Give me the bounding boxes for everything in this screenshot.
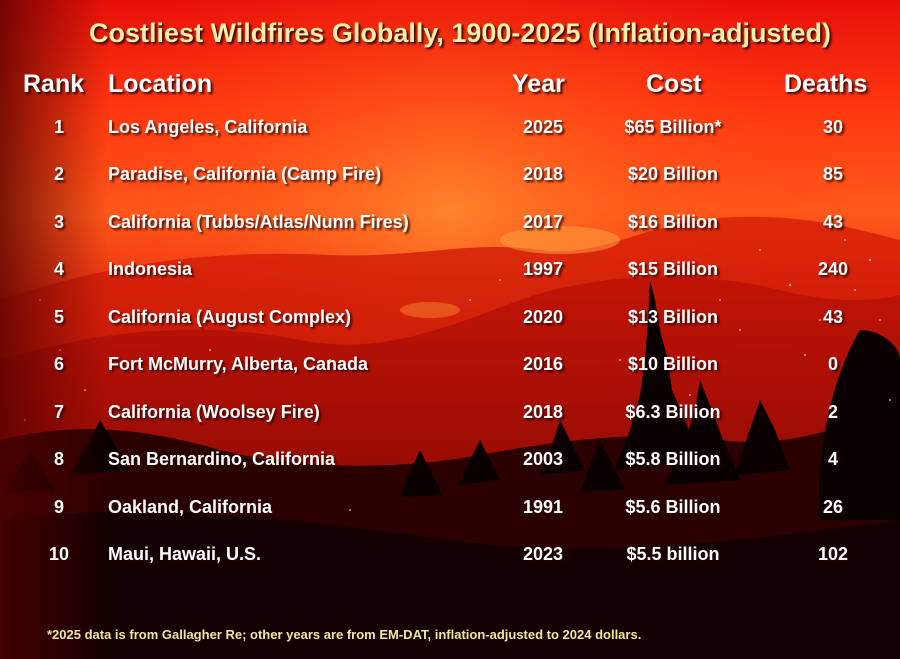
deaths-cell: 102	[817, 544, 849, 564]
cost-cell: $15 Billion	[627, 259, 719, 279]
year-cell: 2017	[522, 212, 564, 232]
deaths-cell: 85	[822, 164, 844, 184]
column-header-location: Location	[108, 70, 213, 98]
rank-cell: 7	[53, 402, 64, 422]
cost-cell: $5.6 Billion	[625, 497, 721, 517]
year-cell: 2003	[522, 449, 564, 469]
year-cell: 2020	[522, 307, 564, 327]
location-cell: Indonesia	[108, 259, 193, 279]
table-row: 2 Paradise, California (Camp Fire) 2018 …	[0, 164, 900, 194]
deaths-cell: 43	[822, 212, 844, 232]
table-row: 9 Oakland, California 1991 $5.6 Billion …	[0, 497, 900, 527]
cost-cell: $65 Billion*	[624, 117, 722, 137]
location-cell: California (August Complex)	[108, 307, 352, 327]
rank-cell: 5	[53, 307, 64, 327]
cost-cell: $6.3 Billion	[625, 402, 721, 422]
table-row: 1 Los Angeles, California 2025 $65 Billi…	[0, 117, 900, 147]
deaths-cell: 26	[822, 497, 844, 517]
rank-cell: 2	[53, 164, 64, 184]
location-cell: Oakland, California	[108, 497, 273, 517]
rank-cell: 4	[53, 259, 64, 279]
deaths-cell: 43	[822, 307, 844, 327]
rank-cell: 3	[53, 212, 64, 232]
year-cell: 2018	[522, 164, 564, 184]
location-cell: Los Angeles, California	[108, 117, 308, 137]
deaths-cell: 240	[817, 259, 849, 279]
column-header-cost: Cost	[646, 70, 702, 98]
table-row: 8 San Bernardino, California 2003 $5.8 B…	[0, 449, 900, 479]
chart-title: Costliest Wildfires Globally, 1900-2025 …	[89, 18, 831, 48]
cost-cell: $10 Billion	[627, 354, 719, 374]
location-cell: San Bernardino, California	[108, 449, 336, 469]
year-cell: 1991	[522, 497, 564, 517]
table-row: 5 California (August Complex) 2020 $13 B…	[0, 307, 900, 337]
year-cell: 2025	[522, 117, 564, 137]
deaths-cell: 0	[827, 354, 838, 374]
table-row: 10 Maui, Hawaii, U.S. 2023 $5.5 billion …	[0, 544, 900, 574]
deaths-cell: 30	[822, 117, 844, 137]
location-cell: California (Tubbs/Atlas/Nunn Fires)	[108, 212, 409, 232]
deaths-cell: 4	[827, 449, 838, 469]
rank-cell: 9	[53, 497, 64, 517]
column-header-rank: Rank	[23, 70, 85, 98]
column-header-year: Year	[512, 70, 565, 98]
location-cell: Paradise, California (Camp Fire)	[108, 164, 382, 184]
cost-cell: $20 Billion	[627, 164, 719, 184]
year-cell: 2018	[522, 402, 564, 422]
cost-cell: $16 Billion	[627, 212, 719, 232]
cost-cell: $5.5 billion	[626, 544, 720, 564]
year-cell: 2016	[522, 354, 564, 374]
table-row: 4 Indonesia 1997 $15 Billion 240	[0, 259, 900, 289]
cost-cell: $5.8 Billion	[625, 449, 721, 469]
cost-cell: $13 Billion	[627, 307, 719, 327]
rank-cell: 8	[53, 449, 64, 469]
table-row: 3 California (Tubbs/Atlas/Nunn Fires) 20…	[0, 212, 900, 242]
footnote: *2025 data is from Gallagher Re; other y…	[47, 627, 642, 642]
rank-cell: 6	[53, 354, 64, 374]
column-header-deaths: Deaths	[784, 70, 868, 98]
rank-cell: 10	[48, 544, 70, 564]
year-cell: 2023	[522, 544, 564, 564]
rank-cell: 1	[53, 117, 64, 137]
location-cell: California (Woolsey Fire)	[108, 402, 320, 422]
location-cell: Fort McMurry, Alberta, Canada	[108, 354, 369, 374]
location-cell: Maui, Hawaii, U.S.	[108, 544, 262, 564]
table-row: 6 Fort McMurry, Alberta, Canada 2016 $10…	[0, 354, 900, 384]
table-row: 7 California (Woolsey Fire) 2018 $6.3 Bi…	[0, 402, 900, 432]
year-cell: 1997	[522, 259, 564, 279]
deaths-cell: 2	[827, 402, 838, 422]
